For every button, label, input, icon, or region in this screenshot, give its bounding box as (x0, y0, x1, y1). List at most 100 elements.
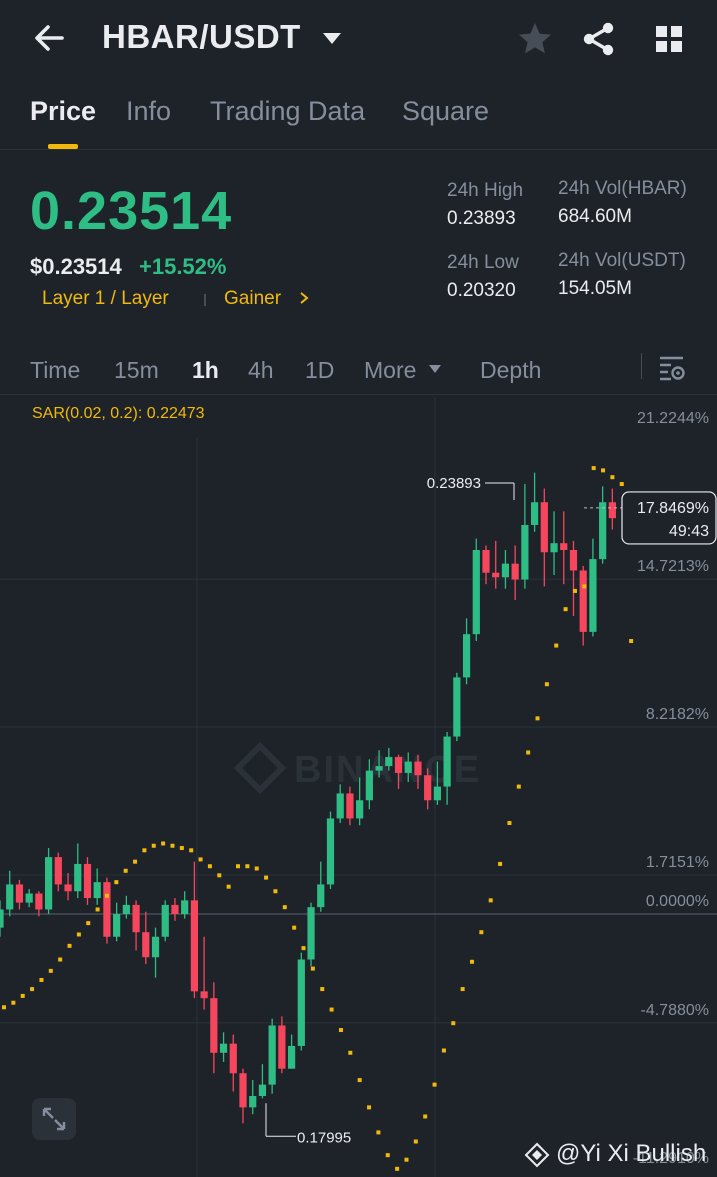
sar-dot (535, 716, 540, 721)
tab-price[interactable]: Price (30, 96, 97, 126)
sar-dot (39, 977, 44, 982)
vol-quote-label: 24h Vol(USDT) (558, 250, 686, 271)
price-change-percent: +15.52% (139, 254, 227, 279)
y-axis-tick-label: 21.2244% (637, 410, 709, 427)
interval-1h[interactable]: 1h (192, 357, 219, 383)
sar-dot (123, 868, 128, 873)
candle-body (64, 884, 72, 892)
candle-body (560, 543, 568, 550)
sar-dot (629, 639, 634, 643)
candle-body (249, 1096, 257, 1108)
vol-base-value: 684.60M (558, 206, 632, 227)
sar-indicator-label: SAR(0.02, 0.2): 0.22473 (32, 405, 205, 422)
candle-body (501, 563, 510, 578)
candle-body (268, 1025, 276, 1085)
sar-dot (572, 588, 577, 593)
chevron-right-icon[interactable] (298, 291, 310, 305)
sar-dot (226, 884, 231, 889)
sar-dot (423, 1114, 428, 1119)
candle-body (239, 1073, 247, 1108)
candle-body (258, 1084, 267, 1096)
caret-down-icon[interactable] (320, 28, 344, 48)
candle-body (181, 900, 189, 914)
depth-tab[interactable]: Depth (480, 357, 542, 383)
last-price: 0.23514 (30, 181, 233, 241)
candle-body (482, 550, 490, 573)
sar-dot (189, 848, 194, 853)
sar-dot (479, 930, 484, 935)
back-arrow-icon[interactable] (30, 18, 70, 58)
sar-dot (338, 1028, 343, 1033)
candle-body (404, 761, 412, 773)
tab-info[interactable]: Info (126, 96, 172, 126)
candle-body (365, 770, 373, 801)
candle-body (414, 761, 422, 776)
tab-trading-data[interactable]: Trading Data (210, 96, 366, 126)
sar-dot (554, 643, 559, 648)
main-tabs: Price Info Trading Data Square (0, 90, 717, 150)
candle-body (356, 800, 364, 819)
candle-body (492, 572, 500, 578)
sar-dot (601, 468, 606, 473)
candle-body (385, 757, 393, 767)
sar-dot (133, 859, 138, 864)
sar-dot (451, 1021, 456, 1026)
fullscreen-button[interactable] (32, 1098, 76, 1140)
price-chart[interactable]: 21.2244% 14.7213% 8.2182% 1.7151% 0.0000% -4.… (0, 398, 717, 1177)
high-value: 0.23893 (447, 208, 516, 229)
sar-dot (526, 750, 531, 755)
low-price-annotation: 0.17995 (297, 1129, 351, 1146)
sar-dot (292, 925, 297, 930)
caret-down-icon[interactable] (428, 363, 442, 375)
share-icon[interactable] (580, 20, 618, 58)
star-icon[interactable] (516, 20, 554, 58)
sar-dot (264, 875, 269, 880)
candle-body (424, 775, 432, 801)
sar-dot (376, 1130, 381, 1135)
square-logo-icon (524, 1142, 550, 1168)
candle-body (171, 904, 179, 914)
sar-dot (610, 475, 615, 480)
candle-body (569, 550, 578, 571)
tag-gainer[interactable]: Gainer (224, 288, 282, 309)
interval-more[interactable]: More (364, 357, 417, 383)
sar-dot (2, 1005, 6, 1010)
sar-dot (198, 857, 203, 862)
current-change-label: 17.8469% (637, 500, 709, 517)
candle-body (122, 904, 130, 914)
interval-divider (641, 353, 642, 379)
y-axis-tick-label: 8.2182% (646, 706, 709, 723)
sar-dot (86, 921, 91, 926)
sar-dot (441, 1048, 446, 1053)
grid-icon[interactable] (650, 20, 688, 58)
candle-body (142, 932, 150, 958)
candle-body (550, 543, 558, 553)
candle-body (74, 863, 82, 892)
interval-15m[interactable]: 15m (114, 357, 159, 383)
tag-layer[interactable]: Layer 1 / Layer (42, 288, 169, 309)
sar-dot (273, 889, 278, 894)
sar-dot (76, 932, 81, 937)
tab-square[interactable]: Square (402, 96, 490, 126)
candle-body (54, 857, 62, 885)
sar-dot (161, 841, 166, 846)
sar-dot (582, 584, 587, 589)
binance-watermark-text: BINANCE (294, 749, 481, 791)
trading-pair-title[interactable]: HBAR/USDT (102, 18, 301, 55)
y-axis-tick-label: -4.7880% (641, 1002, 710, 1019)
interval-time[interactable]: Time (30, 357, 81, 383)
candle-body (210, 998, 218, 1053)
sar-dot (301, 946, 306, 951)
tag-divider (204, 294, 206, 306)
interval-4h[interactable]: 4h (248, 357, 274, 383)
sar-dot (114, 880, 119, 885)
high-label: 24h High (447, 180, 524, 201)
binance-watermark-icon (233, 741, 287, 795)
interval-1d[interactable]: 1D (305, 357, 335, 383)
sar-dot (11, 1000, 16, 1005)
sar-dot (67, 943, 72, 948)
vol-quote-value: 154.05M (558, 278, 632, 299)
chart-settings-icon[interactable] (657, 353, 687, 383)
sar-dot (348, 1050, 353, 1055)
sar-dot (48, 968, 53, 973)
